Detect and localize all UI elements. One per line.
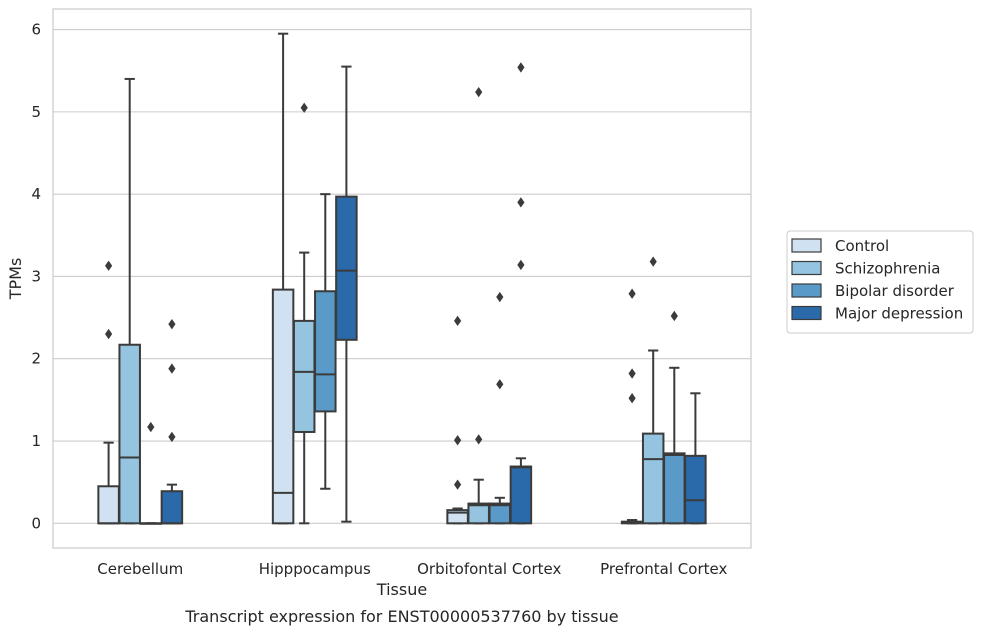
outlier-point xyxy=(649,256,657,267)
outlier-point xyxy=(496,379,504,390)
outlier-point xyxy=(147,421,155,433)
outlier-point xyxy=(496,291,504,303)
box-schizophrenia xyxy=(467,86,490,525)
legend-swatch xyxy=(791,238,822,253)
iqr-box xyxy=(160,490,184,525)
outlier-point xyxy=(454,435,462,446)
iqr-box xyxy=(292,319,316,433)
outlier-point xyxy=(628,288,636,299)
outlier-point xyxy=(628,393,636,404)
box-major-depression xyxy=(335,65,358,523)
outlier-point xyxy=(168,363,176,374)
outlier-point xyxy=(670,310,678,322)
iqr-box xyxy=(335,195,358,341)
box-major-depression xyxy=(684,392,707,525)
outlier-point xyxy=(168,431,176,443)
outlier-point xyxy=(517,197,525,208)
iqr-box xyxy=(488,502,512,525)
box-schizophrenia xyxy=(292,102,316,525)
box-control xyxy=(446,315,469,525)
iqr-box xyxy=(467,502,490,525)
outlier-point xyxy=(454,479,462,490)
y-tick-label: 4 xyxy=(31,185,41,203)
iqr-box xyxy=(641,432,665,525)
y-axis-label: TPMs xyxy=(6,258,25,301)
legend-swatch xyxy=(791,305,822,321)
x-tick-label: Hipppocampus xyxy=(259,560,371,578)
iqr-box xyxy=(509,465,533,525)
outlier-point xyxy=(300,102,308,113)
iqr-box xyxy=(97,485,120,525)
legend-label: Bipolar disorder xyxy=(835,282,955,300)
box-bipolar-disorder xyxy=(663,310,686,525)
outlier-point xyxy=(475,86,483,98)
outlier-point xyxy=(517,62,525,73)
y-tick-label: 1 xyxy=(31,432,41,450)
x-tick-label: Cerebellum xyxy=(97,560,183,578)
legend-frame xyxy=(786,230,974,334)
chart-caption: Transcript expression for ENST0000053776… xyxy=(184,607,618,626)
y-tick-label: 0 xyxy=(31,514,41,532)
box-bipolar-disorder xyxy=(314,193,337,490)
box-bipolar-disorder xyxy=(139,421,163,525)
iqr-box xyxy=(684,454,707,525)
outlier-point xyxy=(105,260,113,271)
x-tick-labels: Cerebellum Hipppocampus Orbitofontal Corte… xyxy=(97,560,727,578)
legend-label: Schizophrenia xyxy=(835,260,940,278)
x-tick-label: Orbitofontal Cortex xyxy=(417,560,561,578)
legend-label: Major depression xyxy=(835,305,963,323)
iqr-box xyxy=(663,452,686,525)
outlier-point xyxy=(628,368,636,379)
box-control xyxy=(620,288,644,525)
box-bipolar-disorder xyxy=(488,291,512,525)
legend-swatch xyxy=(791,283,822,298)
box-schizophrenia xyxy=(641,256,665,525)
legend-swatch xyxy=(791,260,822,276)
outlier-point xyxy=(105,328,113,340)
plot-frame xyxy=(52,8,752,549)
boxes-layer xyxy=(97,32,707,525)
grid-lines xyxy=(53,29,751,524)
iqr-box xyxy=(271,288,295,525)
box-control xyxy=(97,260,120,525)
outlier-point xyxy=(454,315,462,327)
outlier-point xyxy=(168,318,176,330)
legend-label: Control xyxy=(835,237,889,255)
outlier-point xyxy=(517,259,525,271)
box-schizophrenia xyxy=(118,77,141,525)
box-major-depression xyxy=(160,318,184,525)
x-axis-label: Tissue xyxy=(376,580,427,599)
iqr-box xyxy=(314,290,337,413)
box-control xyxy=(271,32,295,525)
y-tick-label: 3 xyxy=(31,267,41,285)
x-tick-label: Prefrontal Cortex xyxy=(600,560,727,578)
iqr-box xyxy=(118,343,141,525)
box-major-depression xyxy=(509,62,533,525)
y-tick-label: 6 xyxy=(31,21,41,39)
y-tick-label: 2 xyxy=(31,350,41,368)
y-tick-label: 5 xyxy=(31,103,41,121)
outlier-point xyxy=(475,434,483,445)
y-tick-labels: 0 1 2 3 4 5 6 xyxy=(31,21,41,533)
legend: Control Schizophrenia Bipolar disorder Majo… xyxy=(786,230,974,334)
